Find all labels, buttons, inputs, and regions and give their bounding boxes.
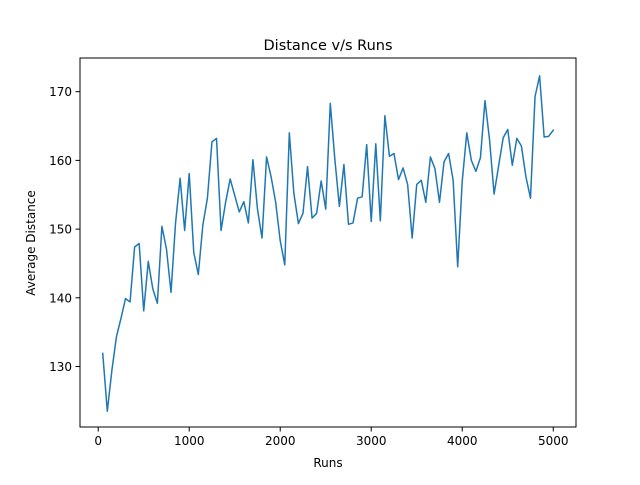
chart-title: Distance v/s Runs — [264, 38, 393, 54]
x-tick-label: 2000 — [265, 434, 296, 448]
y-tick-label: 150 — [49, 223, 72, 237]
x-axis-ticks: 0 1000 2000 3000 4000 5000 — [94, 427, 569, 448]
y-axis-ticks: 130 140 150 160 170 — [49, 85, 80, 374]
y-tick-label: 140 — [49, 291, 72, 305]
plot-area — [101, 75, 555, 412]
x-tick-label: 4000 — [447, 434, 478, 448]
x-axis-label: Runs — [313, 456, 342, 470]
y-tick-label: 170 — [49, 85, 72, 99]
y-axis-label: Average Distance — [24, 190, 38, 296]
y-tick-label: 130 — [49, 360, 72, 374]
series-line-0 — [101, 75, 555, 412]
x-tick-label: 1000 — [174, 434, 205, 448]
axes-frame — [79, 57, 577, 428]
y-tick-label: 160 — [49, 154, 72, 168]
x-tick-label: 5000 — [538, 434, 569, 448]
x-tick-label: 3000 — [356, 434, 387, 448]
x-tick-label: 0 — [94, 434, 102, 448]
